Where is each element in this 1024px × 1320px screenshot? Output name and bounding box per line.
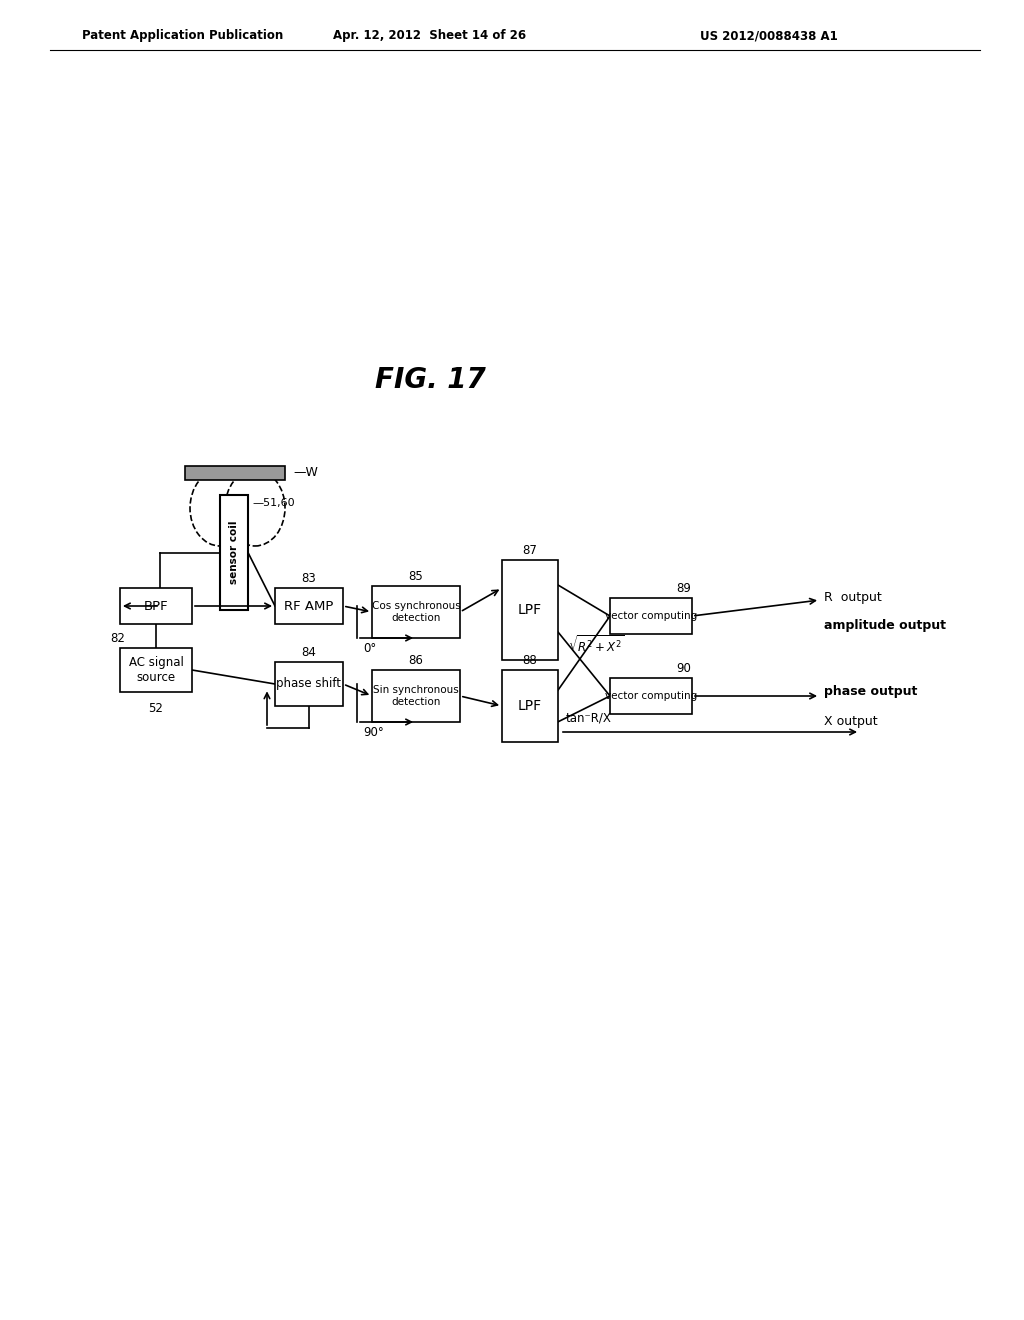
- Text: Patent Application Publication: Patent Application Publication: [82, 29, 284, 42]
- Bar: [120, 587, 193, 624]
- Ellipse shape: [225, 470, 285, 546]
- Ellipse shape: [190, 470, 250, 546]
- Bar: [372, 671, 460, 722]
- Bar: [120, 648, 193, 692]
- Text: 90: 90: [677, 661, 691, 675]
- Text: RF AMP: RF AMP: [285, 599, 334, 612]
- Text: —W: —W: [293, 466, 317, 479]
- Text: US 2012/0088438 A1: US 2012/0088438 A1: [700, 29, 838, 42]
- Bar: [610, 678, 692, 714]
- Text: vector computing: vector computing: [605, 611, 697, 620]
- Text: tan⁻R/X: tan⁻R/X: [566, 711, 612, 725]
- Text: sensor coil: sensor coil: [229, 521, 239, 585]
- Text: BPF: BPF: [143, 599, 168, 612]
- Text: phase output: phase output: [824, 685, 918, 698]
- Text: 89: 89: [677, 582, 691, 594]
- Bar: [372, 586, 460, 638]
- Bar: [275, 663, 343, 706]
- Text: Sin synchronous
detection: Sin synchronous detection: [373, 685, 459, 706]
- Text: 85: 85: [409, 569, 423, 582]
- Text: X output: X output: [824, 715, 878, 729]
- Text: 87: 87: [522, 544, 538, 557]
- Text: vector computing: vector computing: [605, 690, 697, 701]
- Text: LPF: LPF: [518, 700, 542, 713]
- Text: 88: 88: [522, 653, 538, 667]
- Text: phase shift: phase shift: [276, 677, 341, 690]
- Bar: [185, 466, 285, 480]
- Text: 83: 83: [302, 572, 316, 585]
- Text: R  output: R output: [824, 591, 882, 605]
- Text: amplitude output: amplitude output: [824, 619, 946, 632]
- Bar: [502, 671, 558, 742]
- Text: 0°: 0°: [362, 642, 376, 655]
- Text: 82: 82: [110, 631, 125, 644]
- Bar: [610, 598, 692, 634]
- Text: Apr. 12, 2012  Sheet 14 of 26: Apr. 12, 2012 Sheet 14 of 26: [334, 29, 526, 42]
- Bar: [275, 587, 343, 624]
- Text: LPF: LPF: [518, 603, 542, 616]
- Text: $\sqrt{R^2+X^2}$: $\sqrt{R^2+X^2}$: [568, 635, 625, 656]
- Text: 90°: 90°: [362, 726, 384, 738]
- Text: AC signal
source: AC signal source: [129, 656, 183, 684]
- Bar: [502, 560, 558, 660]
- Text: 52: 52: [148, 701, 164, 714]
- Text: FIG. 17: FIG. 17: [375, 366, 485, 393]
- Text: Cos synchronous
detection: Cos synchronous detection: [372, 601, 461, 623]
- Text: 86: 86: [409, 653, 424, 667]
- Text: —51,60: —51,60: [252, 498, 295, 508]
- Bar: [220, 495, 248, 610]
- Text: 84: 84: [301, 645, 316, 659]
